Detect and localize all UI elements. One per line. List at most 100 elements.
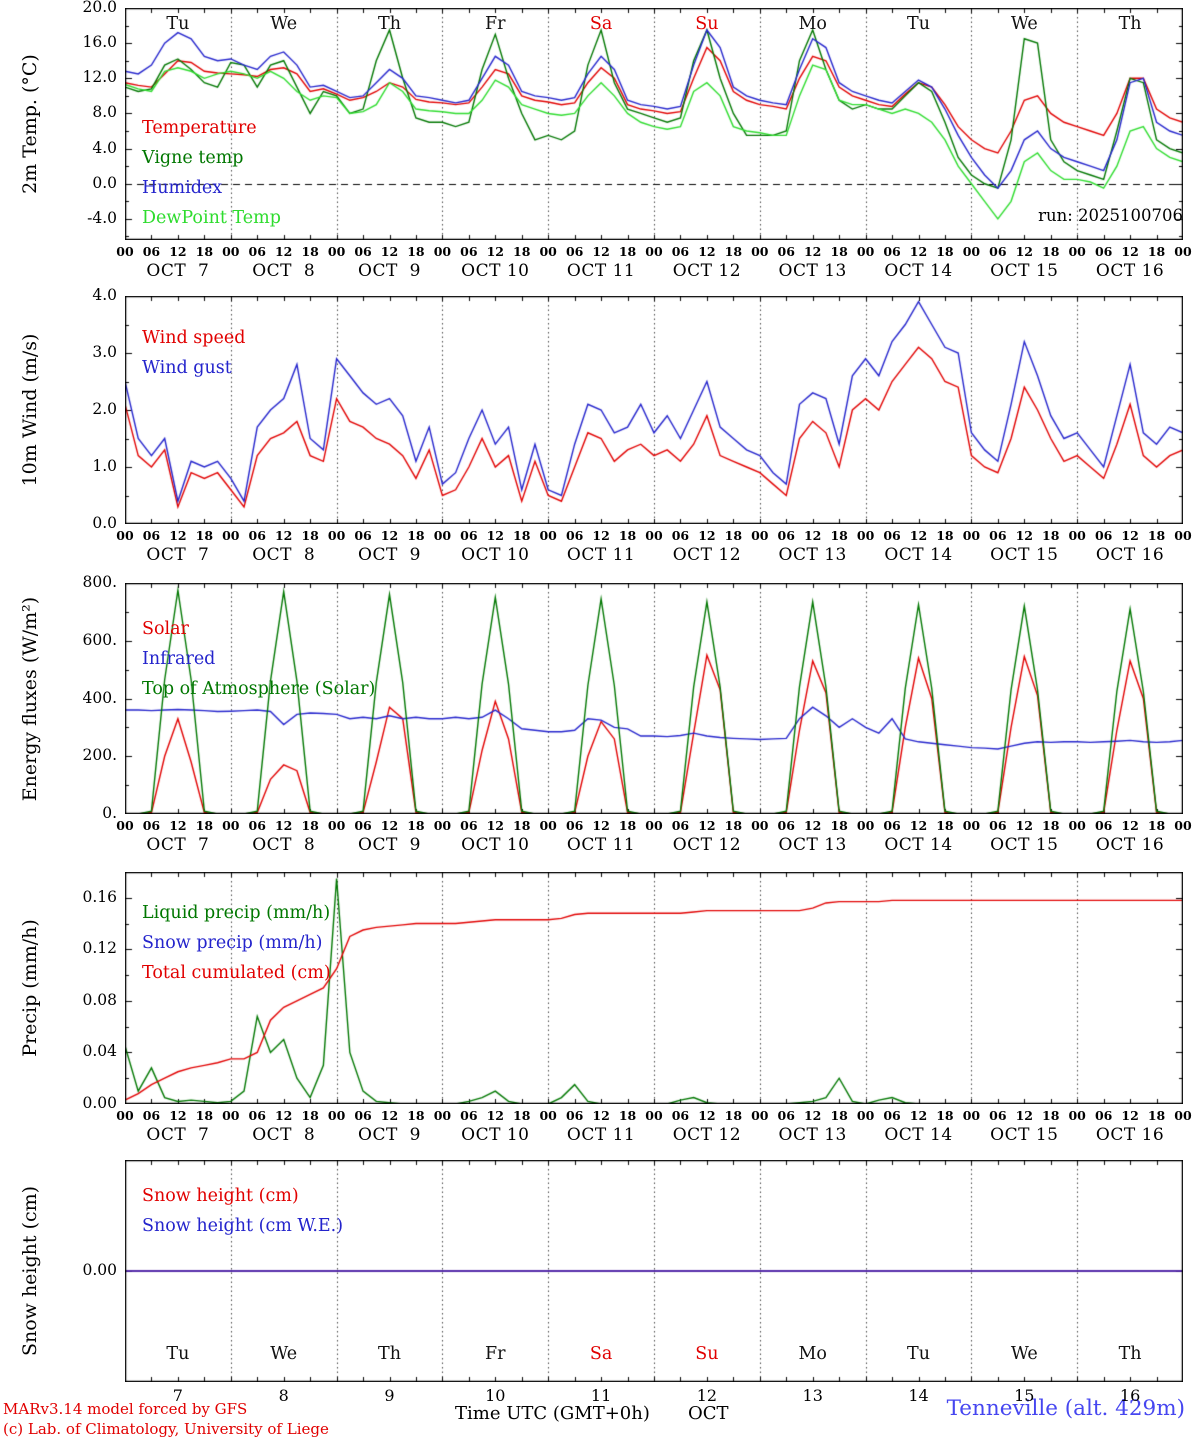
- x-hour-tick-label: 00: [751, 1108, 769, 1123]
- x-hour-tick-label: 00: [539, 1108, 557, 1123]
- x-date-label: OCT 7: [146, 545, 210, 565]
- y-tick-label: 20.0: [82, 0, 117, 16]
- x-hour-tick-label: 06: [1094, 818, 1113, 833]
- day-number-label: 7: [172, 1386, 183, 1405]
- x-hour-tick-label: 18: [1147, 528, 1166, 543]
- x-hour-tick-label: 06: [777, 1108, 795, 1123]
- x-hour-tick-label: 00: [1174, 1108, 1192, 1123]
- x-hour-tick-label: 00: [539, 528, 557, 543]
- x-date-label: OCT 9: [358, 545, 421, 565]
- x-hour-tick-label: 12: [1015, 244, 1033, 259]
- x-date-label: OCT 8: [252, 545, 316, 565]
- x-hour-tick-label: 06: [565, 528, 584, 543]
- x-hour-tick-label: 12: [380, 528, 399, 543]
- day-name-label: Mo: [798, 14, 827, 34]
- legend-liquid-precip-mm-h: Liquid precip (mm/h): [142, 903, 331, 923]
- day-name-label: We: [270, 14, 298, 34]
- x-date-label: OCT 15: [990, 261, 1059, 281]
- x-hour-tick-label: 18: [513, 818, 531, 833]
- x-date-label: OCT 16: [1095, 545, 1165, 565]
- x-hour-tick-label: 18: [301, 244, 319, 259]
- x-hour-tick-label: 12: [486, 244, 504, 259]
- day-name-label: Th: [378, 1344, 401, 1364]
- x-hour-tick-label: 12: [1015, 1108, 1033, 1123]
- x-hour-tick-label: 00: [222, 244, 240, 259]
- x-hour-tick-label: 00: [327, 818, 346, 833]
- x-hour-tick-label: 06: [883, 818, 901, 833]
- day-number-label: 15: [1014, 1386, 1035, 1405]
- day-name-label: We: [270, 1344, 298, 1364]
- x-date-label: OCT 16: [1095, 261, 1165, 281]
- x-hour-tick-label: 18: [407, 528, 425, 543]
- x-hour-tick-label: 18: [1147, 818, 1166, 833]
- x-date-label: OCT 10: [461, 835, 530, 855]
- x-hour-tick-label: 06: [883, 528, 901, 543]
- day-name-label: Tu: [166, 14, 190, 34]
- x-hour-tick-label: 06: [354, 244, 372, 259]
- x-hour-tick-label: 12: [380, 244, 399, 259]
- x-hour-tick-label: 12: [1121, 818, 1139, 833]
- x-hour-tick-label: 00: [1068, 818, 1086, 833]
- y-tick-label: 4.0: [92, 138, 117, 157]
- x-hour-tick-label: 18: [1042, 244, 1060, 259]
- x-hour-tick-label: 18: [618, 818, 637, 833]
- x-hour-tick-label: 00: [433, 818, 452, 833]
- y-tick-label: -4.0: [87, 208, 117, 227]
- y-tick-label: 0.00: [82, 1261, 117, 1279]
- x-date-label: OCT 12: [672, 545, 742, 565]
- legend-infrared: Infrared: [142, 649, 216, 669]
- day-name-label: Fr: [485, 14, 506, 34]
- y-tick-label: 0.04: [82, 1042, 117, 1061]
- x-hour-tick-label: 00: [751, 244, 769, 259]
- footer-model-credit: MARv3.14 model forced by GFS: [3, 1400, 248, 1418]
- x-hour-tick-label: 00: [433, 1108, 452, 1123]
- x-hour-tick-label: 00: [1068, 528, 1086, 543]
- x-hour-tick-label: 00: [645, 244, 663, 259]
- x-hour-tick-label: 18: [407, 818, 425, 833]
- day-name-label: We: [1010, 1344, 1038, 1364]
- day-number-label: 8: [278, 1386, 289, 1405]
- x-hour-tick-label: 06: [460, 244, 478, 259]
- x-hour-tick-label: 00: [1068, 1108, 1086, 1123]
- day-name-label: Fr: [485, 1344, 506, 1364]
- x-hour-tick-label: 18: [301, 818, 319, 833]
- x-hour-tick-label: 00: [539, 818, 557, 833]
- y-axis-title-2m-temp-c: 2m Temp. (°C): [19, 54, 41, 194]
- x-hour-tick-label: 18: [618, 528, 637, 543]
- y-tick-label: 0.0: [92, 514, 117, 532]
- x-hour-tick-label: 18: [830, 244, 848, 259]
- x-hour-tick-label: 06: [777, 244, 795, 259]
- x-hour-tick-label: 12: [380, 818, 399, 833]
- x-date-label: OCT 8: [252, 1125, 316, 1145]
- x-hour-tick-label: 06: [989, 818, 1007, 833]
- x-date-label: OCT 12: [672, 1125, 742, 1145]
- x-hour-tick-label: 18: [513, 528, 531, 543]
- y-axis-title-10m-wind-m-s: 10m Wind (m/s): [19, 333, 41, 487]
- y-tick-label: 0.08: [82, 990, 117, 1009]
- x-hour-tick-label: 06: [671, 244, 690, 259]
- y-tick-label: 16.0: [82, 33, 117, 52]
- legend-wind-speed: Wind speed: [142, 328, 246, 348]
- x-hour-tick-label: 00: [645, 528, 663, 543]
- x-hour-tick-label: 00: [856, 528, 875, 543]
- run-label: run: 2025100706: [1038, 206, 1183, 225]
- day-name-label: Sa: [589, 1344, 613, 1364]
- y-tick-label: 4.0: [92, 286, 117, 304]
- x-hour-tick-label: 18: [195, 528, 214, 543]
- x-hour-tick-label: 06: [354, 528, 372, 543]
- temperature-panel-canvas: [125, 8, 1183, 240]
- x-hour-tick-label: 06: [142, 528, 161, 543]
- x-hour-tick-label: 18: [618, 244, 637, 259]
- x-date-label: OCT 7: [146, 1125, 210, 1145]
- day-name-label: Th: [378, 14, 401, 34]
- x-hour-tick-label: 12: [909, 1108, 928, 1123]
- x-date-label: OCT 15: [990, 1125, 1059, 1145]
- y-tick-label: 600.: [82, 630, 117, 649]
- legend-solar: Solar: [142, 619, 189, 639]
- x-hour-tick-label: 18: [513, 1108, 531, 1123]
- x-date-label: OCT 9: [358, 261, 421, 281]
- day-number-label: 9: [384, 1386, 395, 1405]
- x-hour-tick-label: 06: [142, 244, 161, 259]
- x-hour-tick-label: 00: [856, 244, 875, 259]
- day-number-label: 11: [590, 1386, 612, 1405]
